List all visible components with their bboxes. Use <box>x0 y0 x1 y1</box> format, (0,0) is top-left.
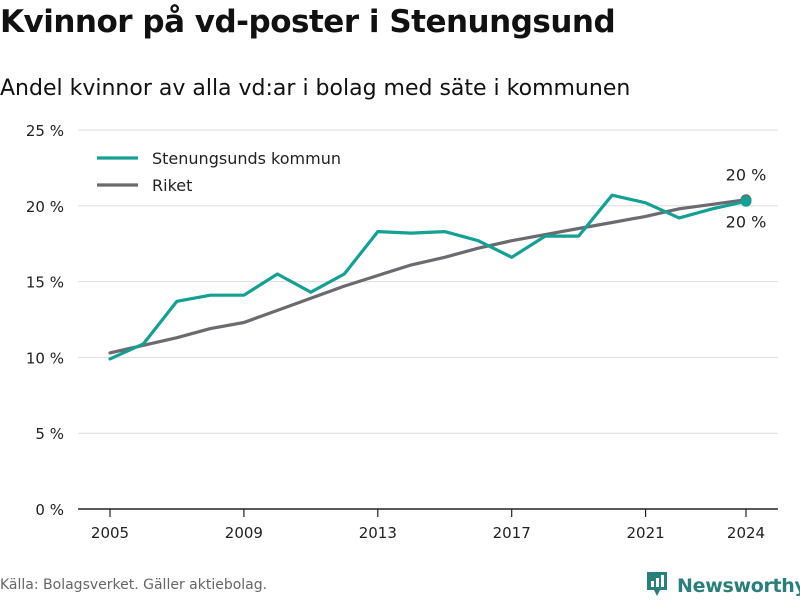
legend: Stenungsunds kommun Riket <box>97 149 341 195</box>
series-line-stenungsund <box>108 193 748 361</box>
legend-item-riket-label: Riket <box>152 176 192 195</box>
x-tick-label: 2005 <box>91 524 129 542</box>
newsworthy-logo-icon <box>645 570 669 602</box>
y-tick-label: 25 % <box>26 122 64 140</box>
page-title: Kvinnor på vd-poster i Stenungsund <box>0 4 616 40</box>
newsworthy-logo[interactable]: Newsworthy <box>645 570 800 602</box>
x-tick-label: 2017 <box>493 524 531 542</box>
series-line-riket <box>108 198 748 355</box>
grid-lines <box>78 129 778 434</box>
y-tick-label: 20 % <box>26 198 64 216</box>
axes: 0 % 5 % 10 % 15 % 20 % 25 % 2005 2009 2013 2017 20… <box>26 122 778 542</box>
series-lines <box>108 193 752 361</box>
end-label-riket: 20 % <box>726 166 767 185</box>
end-labels: 20 % 20 % <box>726 166 767 232</box>
source-note: Källa: Bolagsverket. Gäller aktiebolag. <box>0 577 268 593</box>
x-tick-label: 2021 <box>626 524 664 542</box>
y-tick-label: 15 % <box>26 274 64 292</box>
end-point-stenungsund <box>740 195 752 207</box>
y-tick-label: 0 % <box>35 501 64 519</box>
y-tick-label: 5 % <box>35 425 64 443</box>
x-tick-label: 2013 <box>359 524 397 542</box>
newsworthy-logo-text: Newsworthy <box>677 575 800 597</box>
x-tick-label: 2024 <box>727 524 765 542</box>
end-label-stenungsund: 20 % <box>726 212 767 231</box>
chart-subtitle: Andel kvinnor av alla vd:ar i bolag med … <box>0 76 631 101</box>
x-tick-label: 2009 <box>225 524 263 542</box>
y-tick-label: 10 % <box>26 349 64 367</box>
legend-item-stenungsund-label: Stenungsunds kommun <box>152 149 341 168</box>
